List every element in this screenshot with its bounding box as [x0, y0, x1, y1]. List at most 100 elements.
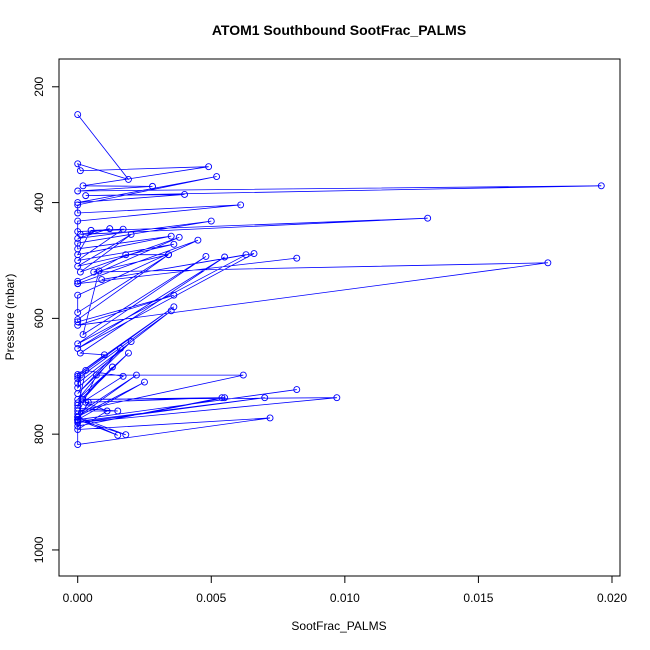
data-point: [74, 413, 82, 421]
data-point: [333, 394, 341, 402]
data-point: [82, 192, 90, 200]
y-axis-label: Pressure (mbar): [3, 274, 17, 361]
data-point: [141, 378, 148, 386]
data-point: [165, 251, 172, 259]
data-point: [181, 191, 189, 198]
plot-area: [74, 111, 605, 449]
data-point: [90, 268, 98, 276]
data-point: [125, 349, 132, 357]
data-point: [242, 251, 250, 259]
data-point: [74, 416, 82, 424]
data-point: [127, 230, 135, 238]
data-point: [237, 201, 245, 209]
data-point: [293, 386, 301, 394]
y-tick-label: 800: [32, 424, 46, 444]
data-point: [74, 209, 82, 217]
data-point: [74, 321, 82, 329]
x-tick-label: 0.015: [463, 591, 493, 605]
series-points: [74, 111, 605, 449]
data-point: [74, 280, 82, 288]
data-point: [74, 262, 82, 270]
y-tick-label: 400: [32, 192, 46, 212]
data-point: [76, 371, 84, 379]
data-point: [149, 182, 156, 190]
x-tick-label: 0.000: [63, 591, 93, 605]
data-point: [133, 371, 140, 379]
data-point: [74, 371, 82, 378]
data-point: [74, 160, 82, 168]
data-point: [74, 291, 82, 299]
data-point: [424, 214, 432, 222]
data-point: [167, 232, 175, 240]
y-tick-label: 1000: [32, 536, 46, 563]
data-point: [194, 236, 202, 244]
data-point: [74, 340, 82, 348]
y-tick-label: 200: [32, 76, 46, 96]
data-point: [221, 253, 229, 261]
data-point: [100, 351, 108, 359]
data-point: [95, 267, 103, 275]
data-point: [108, 363, 116, 371]
data-point: [250, 250, 258, 257]
y-tick-label: 600: [32, 308, 46, 328]
data-point: [122, 431, 130, 439]
x-tick-label: 0.005: [196, 591, 226, 605]
data-point: [98, 276, 106, 284]
data-point: [92, 371, 100, 379]
series-line-0: [76, 114, 602, 446]
data-point: [82, 398, 90, 406]
data-point: [103, 407, 111, 415]
data-point: [213, 173, 221, 180]
y-axis: 200 400 600 800 1000: [32, 76, 59, 563]
x-tick-label: 0.010: [330, 591, 360, 605]
data-point: [76, 268, 84, 276]
data-point: [82, 367, 90, 374]
data-point: [74, 217, 82, 225]
data-point: [544, 259, 552, 267]
data-point: [293, 254, 301, 262]
data-point: [221, 394, 229, 402]
data-point: [74, 201, 82, 209]
data-point: [76, 167, 84, 175]
data-point: [74, 318, 82, 326]
data-point: [76, 349, 84, 357]
data-point: [218, 394, 226, 402]
data-point: [74, 235, 82, 242]
data-point: [74, 379, 82, 387]
data-point: [205, 163, 213, 171]
data-point: [202, 252, 210, 260]
data-point: [74, 399, 82, 407]
data-point: [74, 426, 82, 433]
data-point: [127, 338, 135, 345]
data-point: [79, 182, 87, 190]
data-point: [116, 345, 124, 352]
data-point: [125, 175, 132, 183]
data-point: [266, 414, 274, 422]
data-point: [74, 111, 82, 119]
data-point: [106, 225, 114, 233]
data-point: [79, 331, 87, 339]
data-point: [114, 431, 122, 439]
data-point: [74, 277, 82, 285]
data-point: [87, 226, 95, 234]
data-point: [207, 217, 215, 225]
x-axis-label: SootFrac_PALMS: [291, 619, 386, 633]
data-point: [119, 372, 127, 380]
data-point: [119, 225, 127, 233]
data-point: [239, 371, 247, 379]
data-point: [261, 394, 269, 402]
data-point: [74, 187, 82, 195]
data-point: [84, 398, 92, 406]
data-point: [114, 407, 122, 415]
data-point: [74, 309, 82, 317]
data-point: [122, 251, 130, 259]
x-tick-label: 0.020: [597, 591, 627, 605]
data-point: [74, 441, 82, 449]
data-point: [170, 240, 178, 248]
chart-title: ATOM1 Southbound SootFrac_PALMS: [212, 22, 466, 38]
data-point: [597, 182, 605, 190]
data-point: [167, 307, 175, 315]
plot-frame: [58, 58, 621, 577]
data-point: [170, 291, 178, 299]
